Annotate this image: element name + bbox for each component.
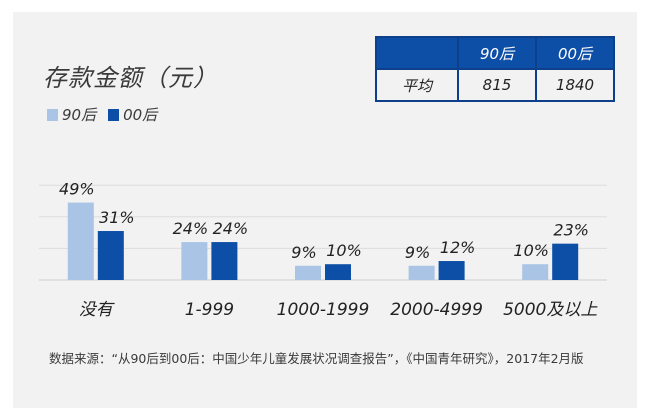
bar-90-3: [408, 265, 435, 280]
bar-chart: 49%31% 没有 24% 24% 1-999 9% 10% 1000-1999 9% 12% 20…: [39, 180, 607, 320]
data-label-00-1: 24%: [213, 219, 249, 238]
category-label-2: 1000-1999: [277, 300, 370, 320]
bar-00-3: [438, 261, 465, 280]
average-table: 90后 00后 平均 815 1840: [375, 36, 615, 102]
bar-00-2: [325, 264, 351, 280]
bar-90-0: [67, 202, 94, 280]
bar-00-1: [211, 242, 238, 280]
data-label-90-0: 49%: [59, 180, 95, 199]
average-table-row: 平均 815 1840: [375, 68, 615, 102]
data-label-90-1: 24%: [173, 219, 209, 238]
data-label-90-4: 10%: [513, 241, 549, 260]
chart-card: 存款金额（元） 90后 00后 90后 00后 平均 815 1840 49% 3…: [13, 12, 637, 408]
chart-title: 存款金额（元）: [43, 64, 218, 92]
table-value-00: 1840: [535, 68, 615, 102]
data-label-00-3: 12%: [440, 238, 476, 257]
legend-item-90: 90后: [47, 104, 96, 125]
bar-00-0: [97, 231, 124, 280]
legend: 90后 00后: [47, 104, 169, 125]
data-label-90-2: 9%: [291, 243, 316, 262]
category-label-4: 5000及以上: [503, 300, 598, 320]
category-label-0: 没有: [79, 300, 115, 320]
source-note: 数据来源：“从90后到00后：中国少年儿童发展状况调查报告”，《中国青年研究》，…: [49, 351, 584, 366]
legend-item-00: 00后: [108, 104, 157, 125]
legend-swatch-00: [108, 108, 120, 121]
bar-90-4: [522, 264, 549, 280]
data-label-00-0: 31%: [99, 208, 135, 227]
table-value-90: 815: [457, 68, 537, 102]
table-header-empty: [375, 36, 459, 70]
bar-90-1: [181, 242, 208, 280]
data-label-00-2: 10%: [326, 241, 362, 260]
data-label-00-4: 23%: [553, 221, 589, 240]
bar-90-2: [295, 265, 321, 280]
category-label-1: 1-999: [185, 300, 234, 320]
table-row-label: 平均: [375, 68, 459, 102]
legend-swatch-90: [47, 108, 58, 121]
bar-00-4: [552, 243, 579, 280]
legend-label-00: 00后: [123, 106, 158, 124]
category-label-3: 2000-4999: [390, 300, 483, 320]
average-table-header: 90后 00后: [375, 36, 615, 70]
table-header-90: 90后: [457, 36, 537, 70]
data-label-90-3: 9%: [405, 243, 430, 262]
table-header-00: 00后: [535, 36, 615, 70]
legend-label-90: 90后: [62, 106, 97, 124]
